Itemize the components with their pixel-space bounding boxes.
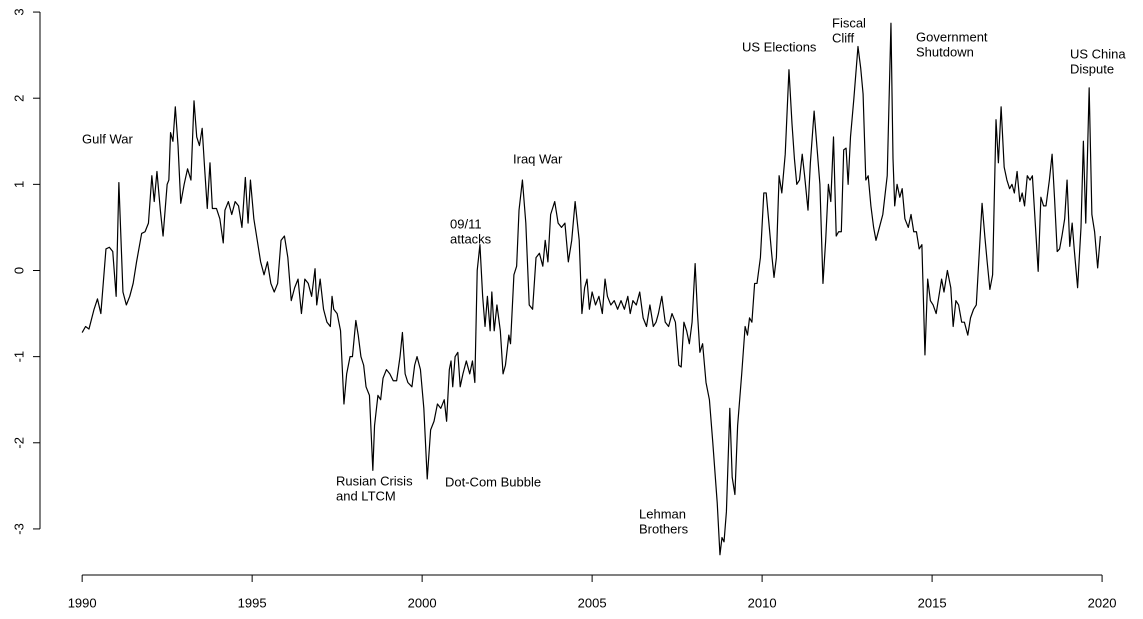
annotation: Dot-Com Bubble: [445, 474, 541, 489]
annotation: Government: [916, 29, 988, 44]
annotation: Cliff: [832, 30, 855, 45]
annotation: Dispute: [1070, 61, 1114, 76]
y-tick-label: 3: [11, 8, 26, 15]
annotation: Shutdown: [916, 44, 974, 59]
x-tick-label: 2000: [408, 595, 437, 610]
x-tick-label: 2010: [748, 595, 777, 610]
y-tick-label: 1: [11, 181, 26, 188]
y-tick-label: -2: [11, 437, 26, 449]
y-tick-label: -3: [11, 523, 26, 535]
annotation: US Elections: [742, 39, 817, 54]
annotation: 09/11: [450, 216, 482, 231]
annotation: Fiscal: [832, 15, 866, 30]
annotation: Rusian Crisis: [336, 473, 413, 488]
annotation: Lehman: [639, 506, 686, 521]
annotation: US China: [1070, 46, 1126, 61]
annotation: Iraq War: [513, 151, 563, 166]
annotation: Brothers: [639, 521, 689, 536]
y-tick-label: -1: [11, 351, 26, 363]
x-tick-label: 2005: [578, 595, 607, 610]
annotation: and LTCM: [336, 488, 396, 503]
y-tick-label: 2: [11, 95, 26, 102]
x-tick-label: 2015: [918, 595, 947, 610]
data-line: [81, 22, 1101, 556]
annotation: attacks: [450, 231, 492, 246]
y-tick-label: 0: [11, 267, 26, 274]
x-tick-label: 1990: [68, 595, 97, 610]
x-tick-label: 1995: [238, 595, 267, 610]
annotation: Gulf War: [82, 131, 133, 146]
x-tick-label: 2020: [1088, 595, 1117, 610]
